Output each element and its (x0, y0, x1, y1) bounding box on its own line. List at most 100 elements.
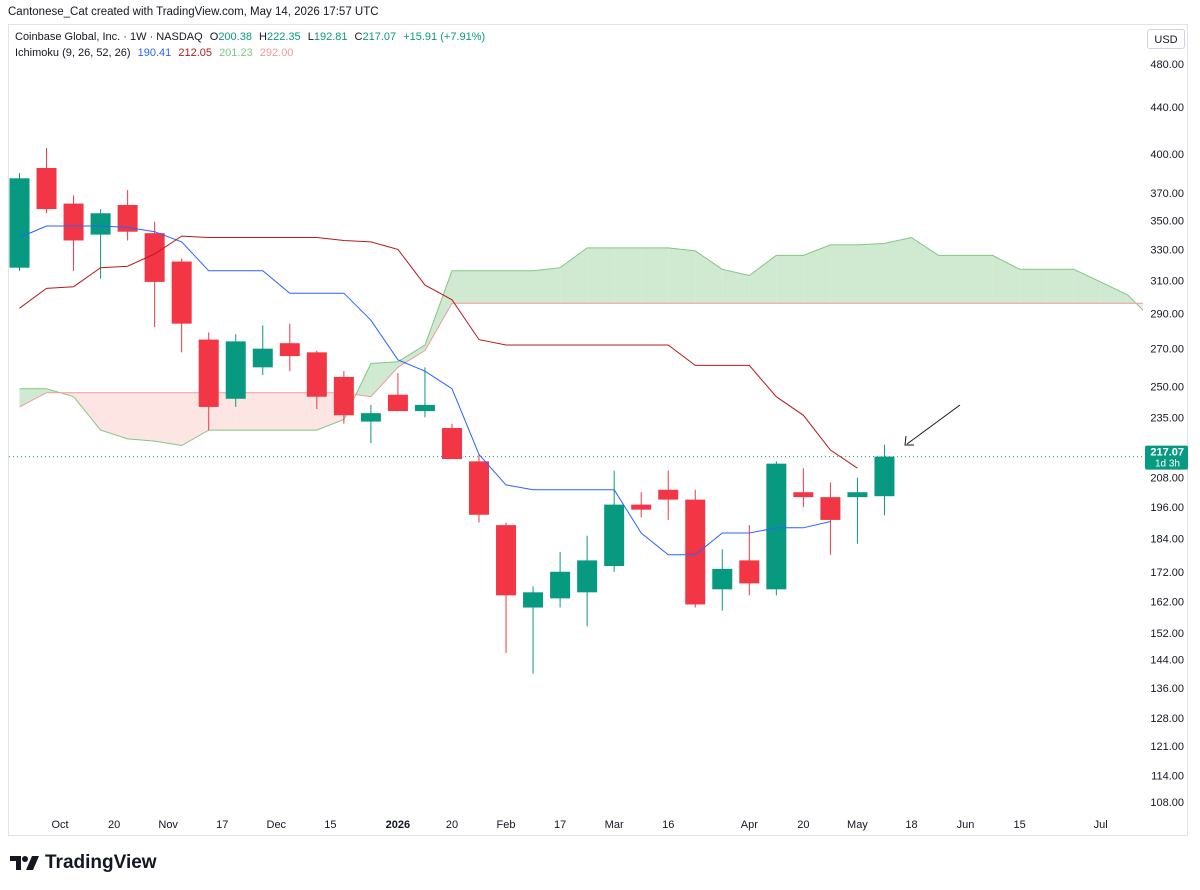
cloud-segment (938, 255, 966, 304)
x-axis-tick-label: Jul (1094, 819, 1108, 831)
cloud-segment (289, 392, 317, 431)
legend-ichimoku[interactable]: Ichimoku (9, 26, 52, 26) 190.41 212.05 2… (15, 47, 297, 59)
y-axis-tick-label: 108.00 (1150, 797, 1184, 809)
candle-body (847, 492, 868, 498)
cloud-segment (776, 255, 804, 304)
candle-body (252, 348, 273, 368)
y-axis-tick-label: 440.00 (1150, 102, 1184, 114)
legend-open-label: O (209, 31, 219, 43)
y-axis-tick-label: 144.00 (1150, 655, 1184, 667)
candle-body (631, 504, 652, 510)
chart-frame (8, 24, 1188, 836)
ichimoku-kijun-value: 212.05 (178, 47, 212, 59)
y-axis-tick-label: 350.00 (1150, 215, 1184, 227)
candle-body (279, 343, 300, 357)
candle-body (550, 571, 571, 599)
candle-body (117, 204, 138, 232)
y-axis-tick-label: 480.00 (1150, 59, 1184, 71)
candle-body (225, 341, 246, 399)
candle-body (820, 497, 841, 520)
cloud-segment (73, 392, 101, 431)
candle-body (577, 560, 598, 593)
senkou-span-b-line (19, 302, 1143, 408)
ichimoku-tenkan-value: 190.41 (137, 47, 172, 59)
candle-body (739, 560, 760, 584)
legend-close: 217.07 (362, 31, 397, 43)
currency-button[interactable]: USD (1147, 29, 1185, 49)
y-axis-tick-label: 370.00 (1150, 188, 1184, 200)
ichimoku-label[interactable]: Ichimoku (9, 26, 52, 26) (15, 47, 131, 59)
cloud-segment (127, 392, 155, 442)
candle-body (144, 233, 165, 282)
y-axis-tick-label: 128.00 (1150, 713, 1184, 725)
cloud-segment (884, 237, 912, 304)
cloud-segment (749, 255, 777, 304)
kijun-sen-line (19, 235, 858, 469)
senkou-span-a-line (19, 236, 1143, 447)
y-axis-tick-label: 208.00 (1150, 473, 1184, 485)
x-axis-tick-label: 17 (216, 819, 228, 831)
tradingview-logo-icon (10, 856, 39, 870)
cloud-segment (533, 267, 561, 304)
y-axis-tick-label: 162.00 (1150, 596, 1184, 608)
legend-low-label: L (307, 31, 314, 43)
cloud-segment (506, 270, 534, 304)
cloud-segment (587, 247, 615, 304)
candle-body (387, 394, 408, 412)
y-axis-tick-label: 330.00 (1150, 244, 1184, 256)
x-axis-tick-label: Nov (158, 819, 178, 831)
candle-body (658, 489, 679, 500)
price-tag-countdown: 1d 3h (1155, 459, 1180, 470)
candle-body (63, 203, 84, 241)
legend-open: 200.38 (218, 31, 252, 43)
cloud-segment (560, 247, 588, 304)
candle-body (469, 461, 490, 515)
cloud-segment (397, 345, 425, 368)
candle-body (685, 499, 706, 605)
cloud-segment (641, 247, 669, 304)
cloud-segment (857, 243, 885, 304)
candle-body (874, 456, 895, 497)
candle-body (90, 213, 111, 235)
brand-name: TradingView (45, 852, 157, 873)
ichimoku-span-b-value: 292.00 (259, 47, 294, 59)
legend-high: 222.35 (266, 31, 301, 43)
ichimoku-span-a-value: 201.23 (219, 47, 253, 59)
candle-body (496, 525, 517, 596)
candle-body (712, 568, 733, 590)
cloud-segment (965, 255, 993, 304)
legend-close-label: C (354, 31, 363, 43)
cloud-segment (19, 388, 47, 407)
cloud-segment (668, 247, 696, 304)
candle-body (360, 413, 381, 422)
legend-ohlc[interactable]: Coinbase Global, Inc. · 1W · NASDAQ O200… (15, 31, 489, 43)
tradingview-logo[interactable]: TradingView (10, 852, 157, 874)
x-axis-tick-label: 20 (446, 819, 458, 831)
candle-body (604, 504, 625, 567)
y-axis-tick-label: 290.00 (1150, 308, 1184, 320)
cloud-segment (370, 361, 398, 397)
cloud-segment (830, 244, 858, 304)
chart-caption: Cantonese_Cat created with TradingView.c… (8, 6, 379, 18)
x-axis-tick-label: May (847, 819, 868, 831)
candle-body (766, 463, 787, 590)
legend-symbol[interactable]: Coinbase Global, Inc. · 1W · NASDAQ (15, 31, 203, 43)
candle-body (36, 168, 57, 210)
tenkan-sen-line (19, 225, 831, 556)
x-axis-tick-label: 2026 (386, 819, 410, 831)
candle-body (414, 404, 435, 412)
x-axis-tick-label: 15 (324, 819, 336, 831)
cloud-segment (262, 392, 290, 431)
price-tag (1145, 445, 1188, 470)
x-axis-tick-label: Feb (497, 819, 516, 831)
cloud-segment (1073, 269, 1101, 304)
y-axis-tick-label: 235.00 (1150, 412, 1184, 424)
x-axis-tick-label: Apr (741, 819, 758, 831)
x-axis-tick-label: 15 (1013, 819, 1025, 831)
y-axis-tick-label: 136.00 (1150, 683, 1184, 695)
y-axis-tick-label: 184.00 (1150, 533, 1184, 545)
cloud-segment (235, 392, 263, 431)
plot-area[interactable] (9, 148, 1182, 674)
cloud-segment (1100, 281, 1128, 304)
